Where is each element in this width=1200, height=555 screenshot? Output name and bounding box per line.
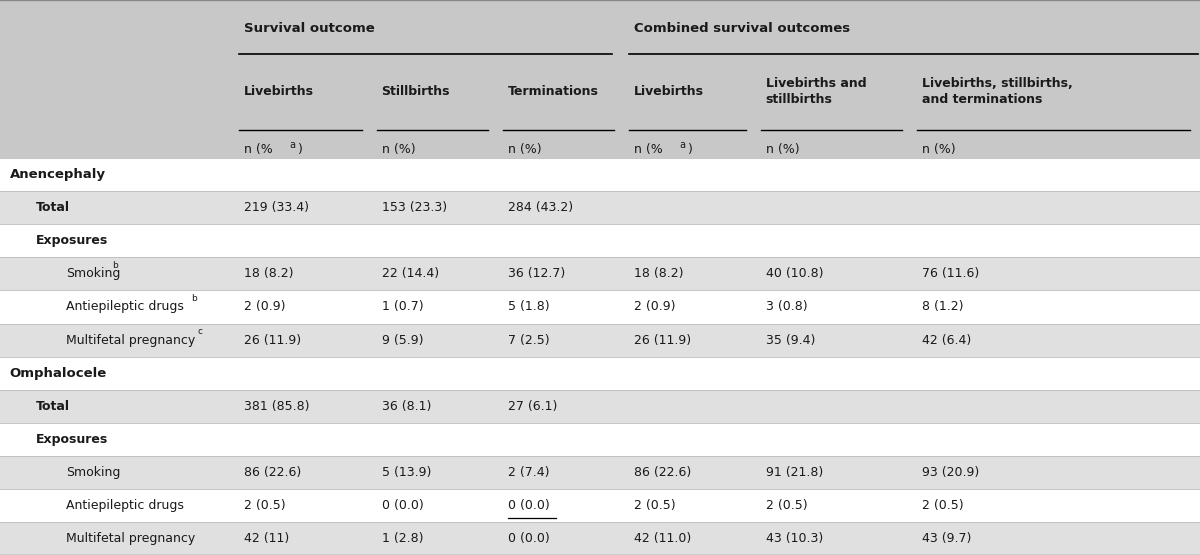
Text: Antiepileptic drugs: Antiepileptic drugs — [66, 499, 184, 512]
Bar — [0, 423, 1200, 456]
Text: 36 (12.7): 36 (12.7) — [508, 268, 565, 280]
Text: 91 (21.8): 91 (21.8) — [766, 466, 823, 479]
Text: 5 (13.9): 5 (13.9) — [382, 466, 431, 479]
Text: 7 (2.5): 7 (2.5) — [508, 334, 550, 346]
Bar — [0, 489, 1200, 522]
Bar — [0, 522, 1200, 555]
Text: 0 (0.0): 0 (0.0) — [382, 499, 424, 512]
Text: 36 (8.1): 36 (8.1) — [382, 400, 431, 413]
Text: 43 (9.7): 43 (9.7) — [922, 532, 971, 545]
Text: 2 (0.5): 2 (0.5) — [634, 499, 676, 512]
Text: 9 (5.9): 9 (5.9) — [382, 334, 424, 346]
Text: 93 (20.9): 93 (20.9) — [922, 466, 979, 479]
Text: ): ) — [688, 143, 692, 156]
Text: 2 (0.5): 2 (0.5) — [244, 499, 286, 512]
Text: 2 (0.5): 2 (0.5) — [766, 499, 808, 512]
Text: b: b — [113, 261, 118, 270]
Text: 2 (7.4): 2 (7.4) — [508, 466, 550, 479]
Text: Total: Total — [36, 400, 70, 413]
Text: 2 (0.9): 2 (0.9) — [244, 300, 286, 314]
Text: n (%): n (%) — [922, 143, 955, 156]
Text: Antiepileptic drugs: Antiepileptic drugs — [66, 300, 184, 314]
Text: 2 (0.9): 2 (0.9) — [634, 300, 676, 314]
Bar — [0, 390, 1200, 423]
Text: n (%): n (%) — [382, 143, 415, 156]
Text: 42 (11.0): 42 (11.0) — [634, 532, 691, 545]
Text: 0 (0.0): 0 (0.0) — [508, 532, 550, 545]
Text: 5 (1.8): 5 (1.8) — [508, 300, 550, 314]
Text: 0 (0.0): 0 (0.0) — [508, 499, 550, 512]
Text: 40 (10.8): 40 (10.8) — [766, 268, 823, 280]
Text: Stillbirths: Stillbirths — [382, 85, 450, 98]
Text: 35 (9.4): 35 (9.4) — [766, 334, 815, 346]
Text: c: c — [198, 327, 203, 336]
Text: Total: Total — [36, 201, 70, 214]
Text: Livebirths, stillbirths,
and terminations: Livebirths, stillbirths, and termination… — [922, 77, 1073, 106]
Text: 43 (10.3): 43 (10.3) — [766, 532, 823, 545]
Text: Terminations: Terminations — [508, 85, 599, 98]
Text: 381 (85.8): 381 (85.8) — [244, 400, 310, 413]
Text: Smoking: Smoking — [66, 268, 120, 280]
Text: Exposures: Exposures — [36, 433, 108, 446]
Bar — [0, 258, 1200, 290]
Text: a: a — [289, 140, 295, 150]
Bar — [0, 324, 1200, 356]
Bar — [0, 290, 1200, 324]
Text: 2 (0.5): 2 (0.5) — [922, 499, 964, 512]
Text: Omphalocele: Omphalocele — [10, 367, 107, 380]
Text: n (%): n (%) — [766, 143, 799, 156]
Bar — [0, 0, 1200, 158]
Text: 86 (22.6): 86 (22.6) — [634, 466, 691, 479]
Text: 18 (8.2): 18 (8.2) — [244, 268, 293, 280]
Text: Livebirths: Livebirths — [244, 85, 313, 98]
Text: 18 (8.2): 18 (8.2) — [634, 268, 683, 280]
Text: 8 (1.2): 8 (1.2) — [922, 300, 964, 314]
Text: 42 (11): 42 (11) — [244, 532, 289, 545]
Text: 42 (6.4): 42 (6.4) — [922, 334, 971, 346]
Text: Survival outcome: Survival outcome — [244, 22, 374, 35]
Text: 26 (11.9): 26 (11.9) — [244, 334, 301, 346]
Bar — [0, 456, 1200, 489]
Text: 284 (43.2): 284 (43.2) — [508, 201, 572, 214]
Text: n (%: n (% — [634, 143, 662, 156]
Bar — [0, 224, 1200, 258]
Text: ): ) — [298, 143, 302, 156]
Text: 1 (0.7): 1 (0.7) — [382, 300, 424, 314]
Bar — [0, 191, 1200, 224]
Text: 26 (11.9): 26 (11.9) — [634, 334, 691, 346]
Bar — [0, 158, 1200, 191]
Text: n (%): n (%) — [508, 143, 541, 156]
Text: Anencephaly: Anencephaly — [10, 168, 106, 181]
Text: 153 (23.3): 153 (23.3) — [382, 201, 446, 214]
Text: 22 (14.4): 22 (14.4) — [382, 268, 439, 280]
Text: a: a — [679, 140, 685, 150]
Text: Smoking: Smoking — [66, 466, 120, 479]
Text: 27 (6.1): 27 (6.1) — [508, 400, 557, 413]
Text: 76 (11.6): 76 (11.6) — [922, 268, 979, 280]
Text: Multifetal pregnancy: Multifetal pregnancy — [66, 334, 196, 346]
Text: 219 (33.4): 219 (33.4) — [244, 201, 308, 214]
Text: Livebirths and
stillbirths: Livebirths and stillbirths — [766, 77, 866, 106]
Text: Combined survival outcomes: Combined survival outcomes — [634, 22, 850, 35]
Text: Multifetal pregnancy: Multifetal pregnancy — [66, 532, 196, 545]
Bar — [0, 357, 1200, 390]
Text: n (%: n (% — [244, 143, 272, 156]
Text: Livebirths: Livebirths — [634, 85, 703, 98]
Text: 3 (0.8): 3 (0.8) — [766, 300, 808, 314]
Text: Exposures: Exposures — [36, 234, 108, 248]
Text: 86 (22.6): 86 (22.6) — [244, 466, 301, 479]
Text: b: b — [192, 294, 197, 303]
Text: 1 (2.8): 1 (2.8) — [382, 532, 424, 545]
